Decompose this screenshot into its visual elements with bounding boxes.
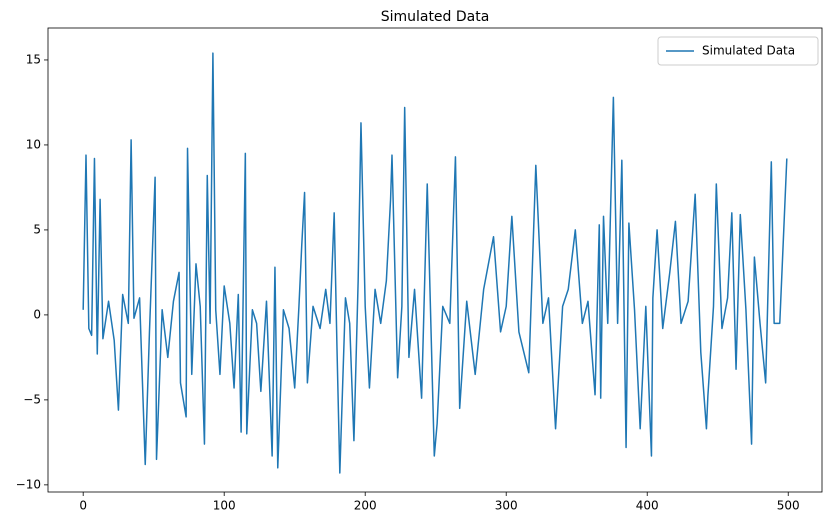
- plot-frame: [47, 27, 823, 493]
- legend-box: [657, 36, 819, 66]
- y-tick-label: −10: [16, 477, 41, 491]
- x-tick-label: 0: [79, 499, 87, 513]
- y-tick-label: 10: [26, 137, 41, 151]
- data-line: [82, 52, 788, 474]
- y-tick-label: 0: [33, 307, 41, 321]
- x-tick-label: 500: [777, 499, 800, 513]
- legend-label: Simulated Data: [702, 44, 795, 58]
- y-tick-label: 15: [26, 52, 41, 66]
- x-tick-label: 300: [495, 499, 518, 513]
- x-tick-label: 400: [636, 499, 659, 513]
- x-tick-label: 100: [213, 499, 236, 513]
- y-tick-label: −5: [23, 392, 41, 406]
- y-tick-label: 5: [33, 222, 41, 236]
- x-tick-label: 200: [354, 499, 377, 513]
- chart-title: Simulated Data: [381, 9, 490, 25]
